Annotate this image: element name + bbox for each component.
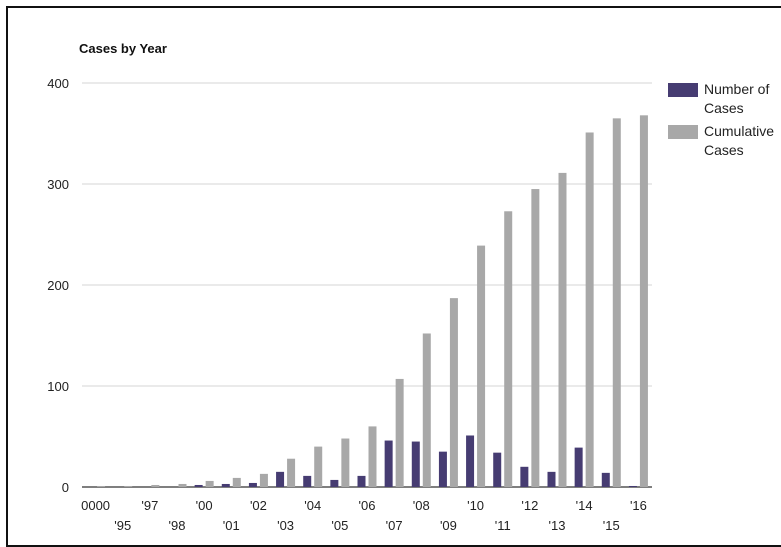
x-tick-label: '16 xyxy=(630,498,647,513)
bar-number-of-cases xyxy=(628,485,637,487)
bar-number-of-cases xyxy=(357,475,366,487)
x-tick-label: '03 xyxy=(277,518,294,533)
bar-number-of-cases xyxy=(438,451,447,487)
x-tick-label: '01 xyxy=(223,518,240,533)
bar-number-of-cases xyxy=(221,483,230,487)
chart-title: Cases by Year xyxy=(79,41,167,56)
bar-cumulative-cases xyxy=(151,484,160,487)
bar-number-of-cases xyxy=(574,447,583,487)
x-tick-label: '09 xyxy=(440,518,457,533)
y-tick-label: 400 xyxy=(47,76,69,91)
y-tick-label: 200 xyxy=(47,278,69,293)
x-tick-label: '14 xyxy=(576,498,593,513)
x-tick-label: '13 xyxy=(549,518,566,533)
bar-number-of-cases xyxy=(601,472,610,487)
bar-cumulative-cases xyxy=(531,189,540,488)
x-tick-label: '07 xyxy=(386,518,403,533)
x-tick-label: '15 xyxy=(603,518,620,533)
bar-number-of-cases xyxy=(330,479,339,487)
x-tick-label: '12 xyxy=(521,498,538,513)
x-tick-label: '95 xyxy=(114,518,131,533)
bar-number-of-cases xyxy=(411,441,420,487)
x-tick-label: '05 xyxy=(331,518,348,533)
x-tick-label: '02 xyxy=(250,498,267,513)
x-tick-label: '97 xyxy=(141,498,158,513)
bar-number-of-cases xyxy=(520,466,529,487)
bar-cumulative-cases xyxy=(178,483,187,487)
bar-cumulative-cases xyxy=(395,378,404,487)
legend-swatch-number xyxy=(668,83,698,97)
x-tick-label: '98 xyxy=(169,518,186,533)
bar-cumulative-cases xyxy=(97,485,106,487)
legend: Number of Cases Cumulative Cases xyxy=(668,81,774,158)
bar-cumulative-cases xyxy=(449,298,458,487)
chart-frame xyxy=(6,6,781,547)
legend-label-cumulative-line1: Cumulative xyxy=(704,123,774,139)
bar-cumulative-cases xyxy=(314,446,323,487)
legend-label-cumulative-line2: Cases xyxy=(704,142,744,158)
bar-number-of-cases xyxy=(547,471,556,487)
y-tick-label: 0 xyxy=(62,480,69,495)
bar-number-of-cases xyxy=(303,475,312,487)
x-tick-label: '00 xyxy=(196,498,213,513)
bar-number-of-cases xyxy=(466,435,475,487)
bar-series xyxy=(97,115,648,488)
bar-number-of-cases xyxy=(248,482,257,487)
bar-cumulative-cases xyxy=(341,438,350,487)
x-tick-label: '06 xyxy=(359,498,376,513)
x-tick-label: '11 xyxy=(495,518,511,533)
x-tick-label: 0000 xyxy=(81,498,110,513)
y-axis: 0 100 200 300 400 xyxy=(47,76,69,495)
bar-cumulative-cases xyxy=(205,480,214,487)
x-tick-label: '10 xyxy=(467,498,484,513)
bar-cumulative-cases xyxy=(368,426,377,487)
legend-label-number-line2: Cases xyxy=(704,100,744,116)
bar-cumulative-cases xyxy=(124,485,133,487)
bar-number-of-cases xyxy=(384,440,393,487)
bar-cumulative-cases xyxy=(477,245,486,487)
bar-cumulative-cases xyxy=(287,458,296,487)
x-tick-label: '04 xyxy=(304,498,321,513)
legend-label-number-line1: Number of xyxy=(704,81,769,97)
bar-cumulative-cases xyxy=(504,211,513,487)
bar-number-of-cases xyxy=(194,484,203,487)
bar-cumulative-cases xyxy=(612,118,621,487)
bar-cumulative-cases xyxy=(558,172,567,487)
bar-cumulative-cases xyxy=(639,115,648,487)
bar-number-of-cases xyxy=(493,452,502,487)
bar-cumulative-cases xyxy=(232,477,241,487)
bar-cumulative-cases xyxy=(585,132,594,488)
bar-cumulative-cases xyxy=(259,473,268,487)
y-tick-label: 100 xyxy=(47,379,69,394)
bar-cumulative-cases xyxy=(422,333,431,487)
legend-swatch-cumulative xyxy=(668,125,698,139)
x-tick-label: '08 xyxy=(413,498,430,513)
y-tick-label: 300 xyxy=(47,177,69,192)
gridlines xyxy=(82,82,652,488)
x-axis: 0000 '95 '97 '98 '00 '01 '02 '03 '04 '05 '06 '07 '08… xyxy=(81,498,647,533)
bar-number-of-cases xyxy=(276,471,285,487)
